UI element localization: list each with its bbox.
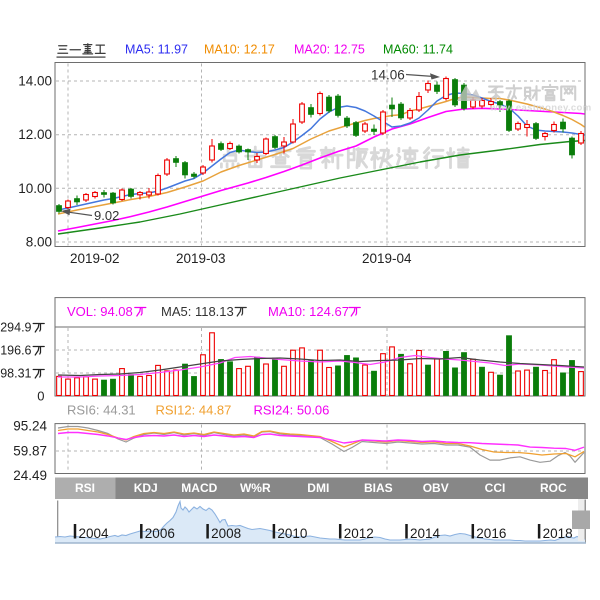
svg-text:2006: 2006 <box>145 526 175 541</box>
svg-text:2008: 2008 <box>211 526 241 541</box>
svg-text:196.6: 196.6 <box>0 344 31 358</box>
svg-text:CCI: CCI <box>485 481 506 495</box>
svg-text:12.00: 12.00 <box>18 127 52 142</box>
svg-text:MACD: MACD <box>181 481 217 495</box>
svg-text:2014: 2014 <box>410 526 441 541</box>
svg-text:2010: 2010 <box>277 526 307 541</box>
svg-text:2016: 2016 <box>476 526 506 541</box>
svg-text:2019-02: 2019-02 <box>70 251 120 266</box>
svg-text:MA10: 12.17: MA10: 12.17 <box>204 43 275 57</box>
svg-text:294.9: 294.9 <box>0 321 31 335</box>
svg-text:MA10: 124.67: MA10: 124.67 <box>268 304 349 319</box>
svg-text:MA5: 11.97: MA5: 11.97 <box>125 43 188 57</box>
svg-text:RSI12: 44.87: RSI12: 44.87 <box>156 403 232 418</box>
svg-text:8.00: 8.00 <box>26 235 52 250</box>
svg-text:9.02: 9.02 <box>94 208 119 223</box>
svg-text:RSI24: 50.06: RSI24: 50.06 <box>254 403 330 418</box>
svg-text:2018: 2018 <box>543 526 573 541</box>
svg-text:DMI: DMI <box>307 481 329 495</box>
svg-text:2019-03: 2019-03 <box>176 251 226 266</box>
svg-text:ROC: ROC <box>540 481 567 495</box>
svg-text:MA5: 118.13: MA5: 118.13 <box>161 304 234 319</box>
svg-text:14.00: 14.00 <box>18 74 52 89</box>
svg-text:BIAS: BIAS <box>364 481 393 495</box>
svg-text:0: 0 <box>37 389 44 404</box>
svg-text:VOL: 94.08: VOL: 94.08 <box>67 304 133 319</box>
svg-text:10.00: 10.00 <box>18 181 52 196</box>
svg-text:MA60: 11.74: MA60: 11.74 <box>383 43 453 57</box>
svg-text:59.87: 59.87 <box>13 444 47 459</box>
svg-text:RSI: RSI <box>75 481 95 495</box>
svg-text:2019-04: 2019-04 <box>362 251 412 266</box>
svg-text:24.49: 24.49 <box>13 468 47 483</box>
svg-text:95.24: 95.24 <box>13 419 47 434</box>
svg-text:OBV: OBV <box>423 481 449 495</box>
svg-text:98.31: 98.31 <box>0 367 31 381</box>
svg-text:2012: 2012 <box>344 526 374 541</box>
svg-text:2004: 2004 <box>79 526 110 541</box>
svg-text:W%R: W%R <box>240 481 271 495</box>
svg-text:www.eastmoney.com: www.eastmoney.com <box>489 103 592 114</box>
svg-text:MA20: 12.75: MA20: 12.75 <box>294 43 365 57</box>
svg-text:KDJ: KDJ <box>134 481 158 495</box>
svg-text:RSI6: 44.31: RSI6: 44.31 <box>67 403 136 418</box>
svg-text:14.06: 14.06 <box>371 68 405 83</box>
